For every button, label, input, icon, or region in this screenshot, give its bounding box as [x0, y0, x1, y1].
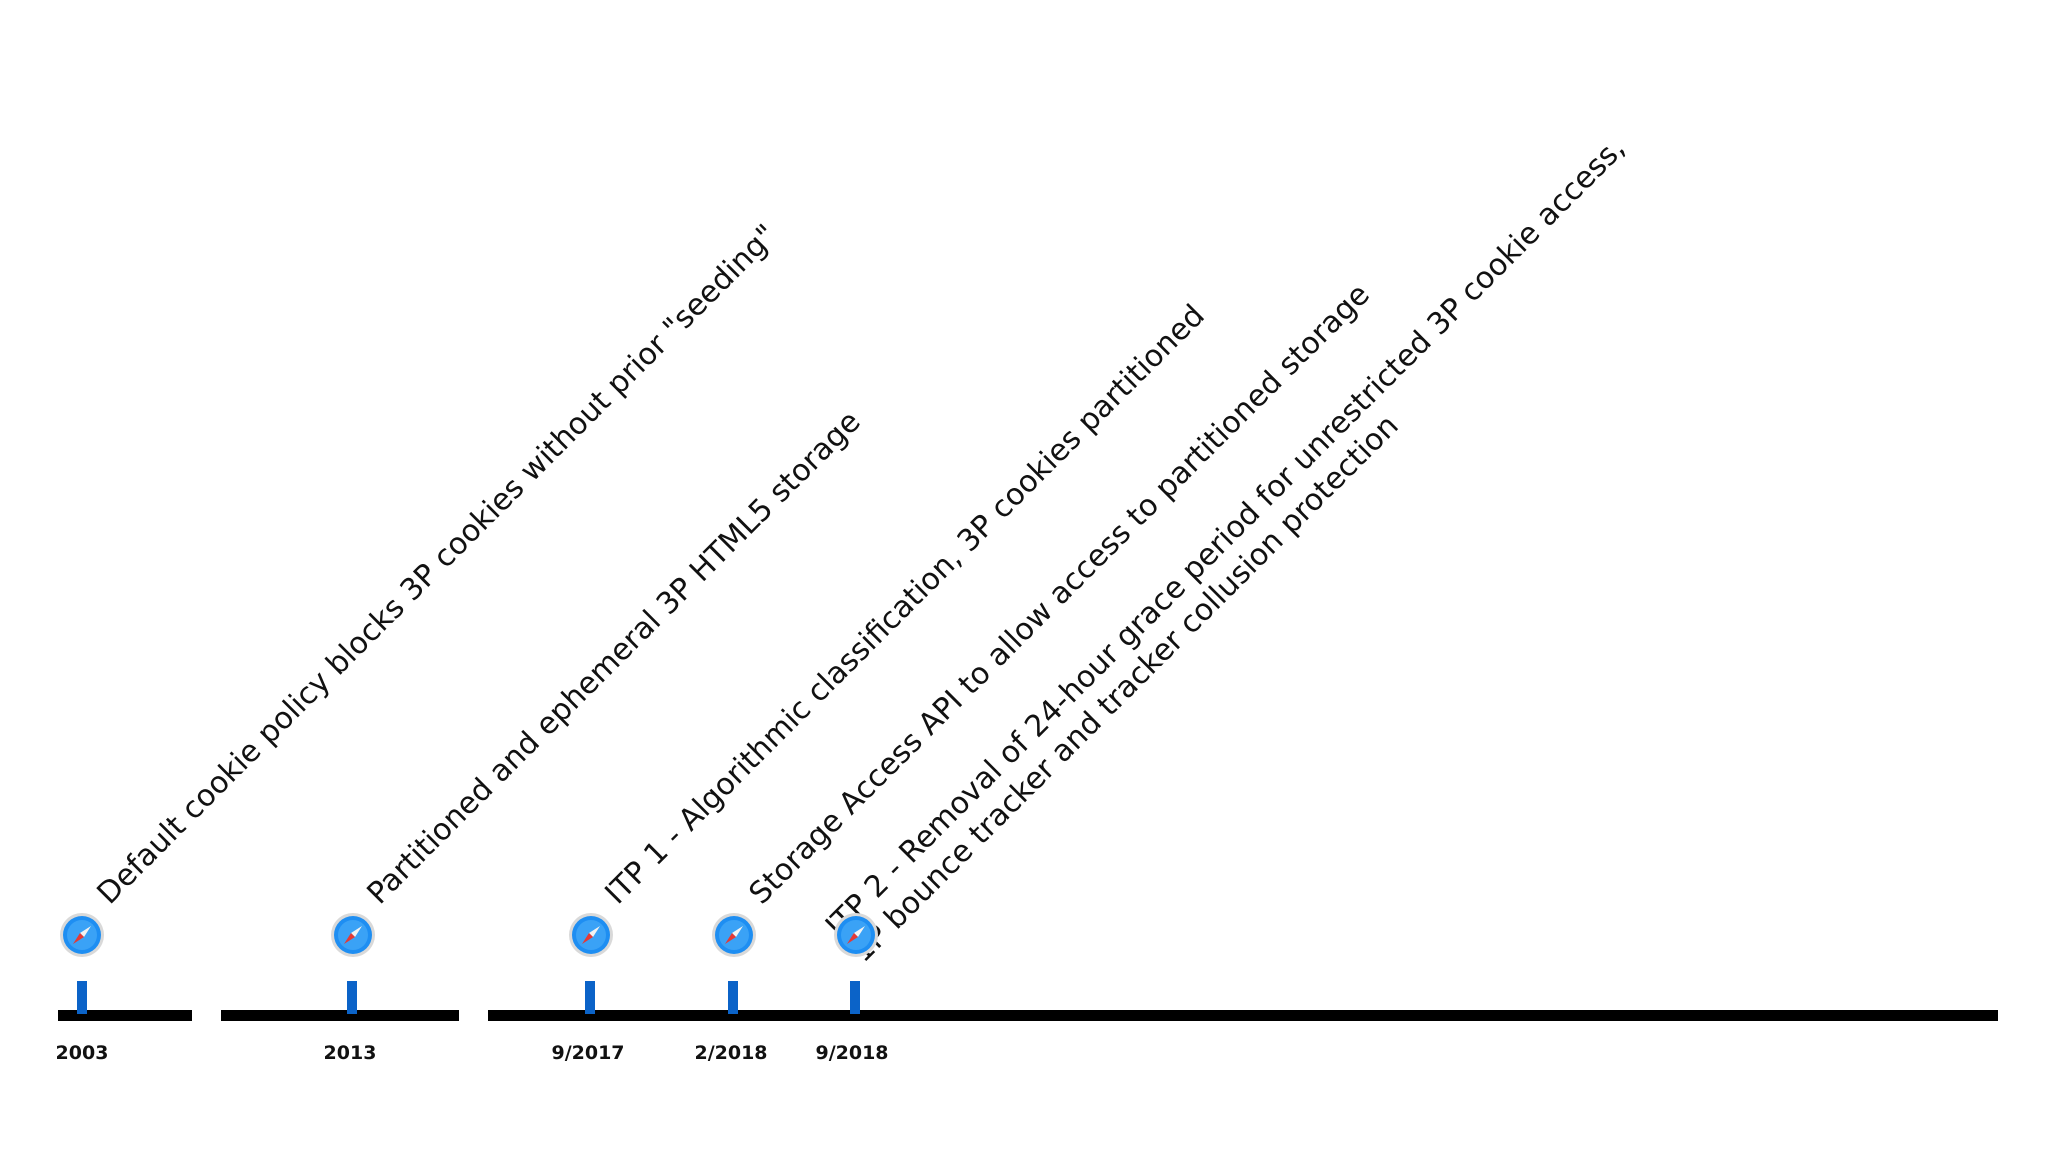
timeline-axis-segment	[221, 1010, 459, 1021]
timeline-axis-segment	[58, 1010, 192, 1021]
event-date: 2013	[323, 1042, 377, 1064]
safari-compass-icon	[569, 913, 613, 957]
event-date: 2/2018	[694, 1042, 768, 1064]
event-tick	[850, 981, 860, 1014]
event-tick	[728, 981, 738, 1014]
event-date: 9/2017	[551, 1042, 625, 1064]
event-tick	[347, 981, 357, 1014]
safari-compass-icon	[712, 913, 756, 957]
safari-compass-icon	[60, 913, 104, 957]
timeline-axis-segment	[488, 1010, 1998, 1021]
event-tick	[77, 981, 87, 1014]
safari-compass-icon	[331, 913, 375, 957]
event-tick	[585, 981, 595, 1014]
safari-compass-icon	[834, 913, 878, 957]
event-date: 9/2018	[815, 1042, 889, 1064]
event-description: Storage Access API to allow access to pa…	[742, 277, 1377, 912]
event-date: 2003	[55, 1042, 109, 1064]
